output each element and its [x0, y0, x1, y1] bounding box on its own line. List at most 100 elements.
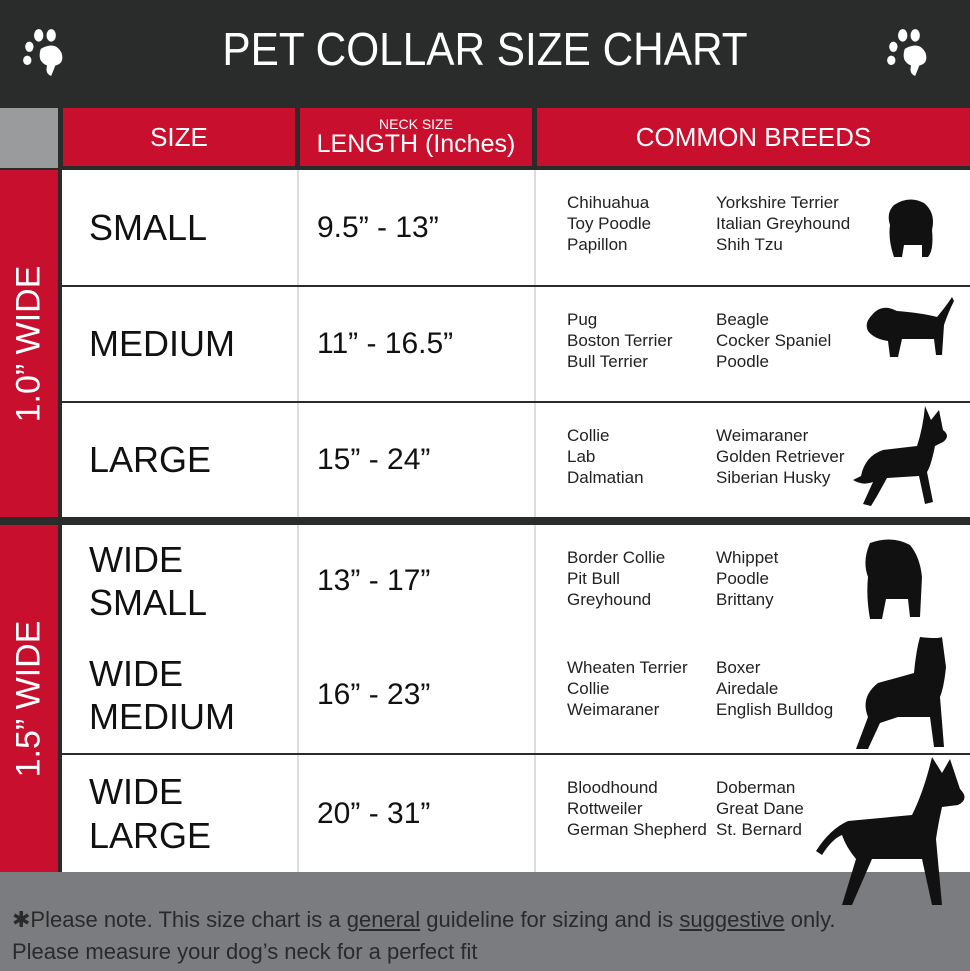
- breed-name: Papillon: [567, 235, 628, 254]
- group-1-5-wide: 1.5” WIDE: [0, 525, 58, 872]
- breed-name: Toy Poodle: [567, 214, 652, 233]
- footer-note: ✱Please note. This size chart is a gener…: [12, 904, 836, 968]
- breeds-column-a: Wheaten Terrier Collie Weimaraner: [567, 657, 688, 720]
- breed-name: German Shepherd: [567, 820, 707, 839]
- breed-name: Golden Retriever: [716, 447, 845, 466]
- breeds-cell: Border Collie Pit Bull Greyhound Whippet Po…: [534, 525, 970, 637]
- breed-name: Poodle: [716, 569, 769, 588]
- table-row: LARGE 15” - 24” Collie Lab Dalmatian Weima…: [62, 403, 970, 517]
- note-line-2: Please measure your dog’s neck for a per…: [12, 939, 478, 964]
- breeds-column-a: Chihuahua Toy Poodle Papillon: [567, 192, 651, 255]
- header-neck-size: NECK SIZE: [379, 116, 453, 132]
- group-label: 1.5” WIDE: [9, 620, 48, 777]
- breed-name: Doberman: [716, 778, 796, 797]
- table-row: SMALL 9.5” - 13” Chihuahua Toy Poodle Papi…: [62, 170, 970, 285]
- neck-length: 15” - 24”: [297, 403, 534, 517]
- breeds-column-b: Whippet Poodle Brittany: [716, 547, 778, 610]
- breed-name: Brittany: [716, 590, 774, 609]
- header-length: NECK SIZE LENGTH (Inches): [300, 108, 532, 166]
- breeds-cell: Pug Boston Terrier Bull Terrier Beagle Cock…: [534, 287, 970, 401]
- breeds-column-a: Pug Boston Terrier Bull Terrier: [567, 309, 673, 372]
- page-title: PET COLLAR SIZE CHART: [222, 23, 748, 75]
- column-headers: SIZE NECK SIZE LENGTH (Inches) COMMON BR…: [0, 105, 970, 170]
- breed-name: Pug: [567, 310, 598, 329]
- breeds-column-b: Yorkshire Terrier Italian Greyhound Shih T…: [716, 192, 850, 255]
- group-label: 1.0” WIDE: [9, 265, 48, 422]
- breeds-column-a: Collie Lab Dalmatian: [567, 425, 644, 488]
- size-text: MEDIUM: [89, 323, 235, 365]
- paw-icon: [23, 29, 63, 76]
- breed-name: Bull Terrier: [567, 352, 648, 371]
- breed-name: Chihuahua: [567, 193, 650, 212]
- breed-name: Yorkshire Terrier: [716, 193, 839, 212]
- breed-name: Dalmatian: [567, 468, 644, 487]
- breeds-column-b: Beagle Cocker Spaniel Poodle: [716, 309, 831, 372]
- breed-name: Bloodhound: [567, 778, 658, 797]
- size-label: WIDE MEDIUM: [62, 637, 297, 753]
- paw-icon: [887, 29, 927, 76]
- breed-name: Whippet: [716, 548, 779, 567]
- breed-name: Collie: [567, 426, 610, 445]
- size-label: MEDIUM: [62, 287, 297, 401]
- breed-name: Poodle: [716, 352, 769, 371]
- header-length-label: LENGTH (Inches): [316, 130, 516, 158]
- breed-name: English Bulldog: [716, 700, 834, 719]
- breed-name: Boston Terrier: [567, 331, 673, 350]
- breed-name: Collie: [567, 679, 610, 698]
- breed-name: Lab: [567, 447, 596, 466]
- table-row: WIDE LARGE 20” - 31” Bloodhound Rottweile…: [62, 755, 970, 905]
- table-row: WIDE MEDIUM 16” - 23” Wheaten Terrier Col…: [62, 637, 970, 753]
- breeds-column-b: Weimaraner Golden Retriever Siberian Husky: [716, 425, 845, 488]
- size-label: WIDE LARGE: [62, 755, 297, 872]
- neck-length: 16” - 23”: [297, 637, 534, 753]
- note-text: only.: [784, 907, 836, 932]
- size-label: WIDE SMALL: [62, 525, 297, 637]
- size-label: SMALL: [62, 170, 297, 285]
- breed-name: Wheaten Terrier: [567, 658, 688, 677]
- note-text: ✱Please note. This size chart is a: [12, 907, 347, 932]
- neck-length: 20” - 31”: [297, 755, 534, 872]
- header-size: SIZE: [63, 108, 295, 166]
- breed-name: Boxer: [716, 658, 761, 677]
- breeds-column-a: Border Collie Pit Bull Greyhound: [567, 547, 665, 610]
- breed-name: Weimaraner: [716, 426, 809, 445]
- breed-name: Weimaraner: [567, 700, 660, 719]
- breed-name: Shih Tzu: [716, 235, 783, 254]
- breed-name: Rottweiler: [567, 799, 643, 818]
- header-breeds: COMMON BREEDS: [537, 108, 970, 166]
- breed-name: Italian Greyhound: [716, 214, 851, 233]
- size-text: WIDE MEDIUM: [89, 652, 235, 737]
- size-text: WIDE SMALL: [89, 538, 208, 623]
- neck-length: 11” - 16.5”: [297, 287, 534, 401]
- breed-name: Cocker Spaniel: [716, 331, 832, 350]
- breeds-column-a: Bloodhound Rottweiler German Shepherd: [567, 777, 707, 840]
- breeds-column-b: Doberman Great Dane St. Bernard: [716, 777, 804, 840]
- breeds-cell: Bloodhound Rottweiler German Shepherd Dobe…: [534, 755, 970, 872]
- neck-length: 9.5” - 13”: [297, 170, 534, 285]
- size-text: SMALL: [89, 206, 208, 248]
- breed-name: Pit Bull: [567, 569, 620, 588]
- breed-name: Great Dane: [716, 799, 804, 818]
- size-label: LARGE: [62, 403, 297, 517]
- group-1-wide: 1.0” WIDE: [0, 170, 58, 517]
- table-row: MEDIUM 11” - 16.5” Pug Boston Terrier Bull…: [62, 287, 970, 401]
- breeds-cell: Wheaten Terrier Collie Weimaraner Boxer Air…: [534, 637, 970, 753]
- breed-name: Siberian Husky: [716, 468, 831, 487]
- neck-length: 13” - 17”: [297, 525, 534, 637]
- breed-name: Airedale: [716, 679, 779, 698]
- breed-name: Beagle: [716, 310, 769, 329]
- breeds-cell: Collie Lab Dalmatian Weimaraner Golden Retr…: [534, 403, 970, 517]
- breeds-column-b: Boxer Airedale English Bulldog: [716, 657, 833, 720]
- breed-name: St. Bernard: [716, 820, 802, 839]
- breeds-cell: Chihuahua Toy Poodle Papillon Yorkshire Te…: [534, 170, 970, 285]
- table-row: WIDE SMALL 13” - 17” Border Collie Pit Bu…: [62, 525, 970, 637]
- note-emphasis: suggestive: [679, 907, 785, 932]
- corner-cell: [0, 108, 58, 170]
- size-table: 1.0” WIDE 1.5” WIDE SMALL 9.5” - 13” Chi…: [0, 168, 970, 905]
- breed-name: Greyhound: [567, 590, 652, 609]
- size-text: LARGE: [89, 439, 212, 481]
- breed-name: Border Collie: [567, 548, 666, 567]
- note-text: guideline for sizing and is: [420, 907, 680, 932]
- header-banner: PET COLLAR SIZE CHART: [0, 0, 970, 105]
- note-emphasis: general: [346, 907, 421, 932]
